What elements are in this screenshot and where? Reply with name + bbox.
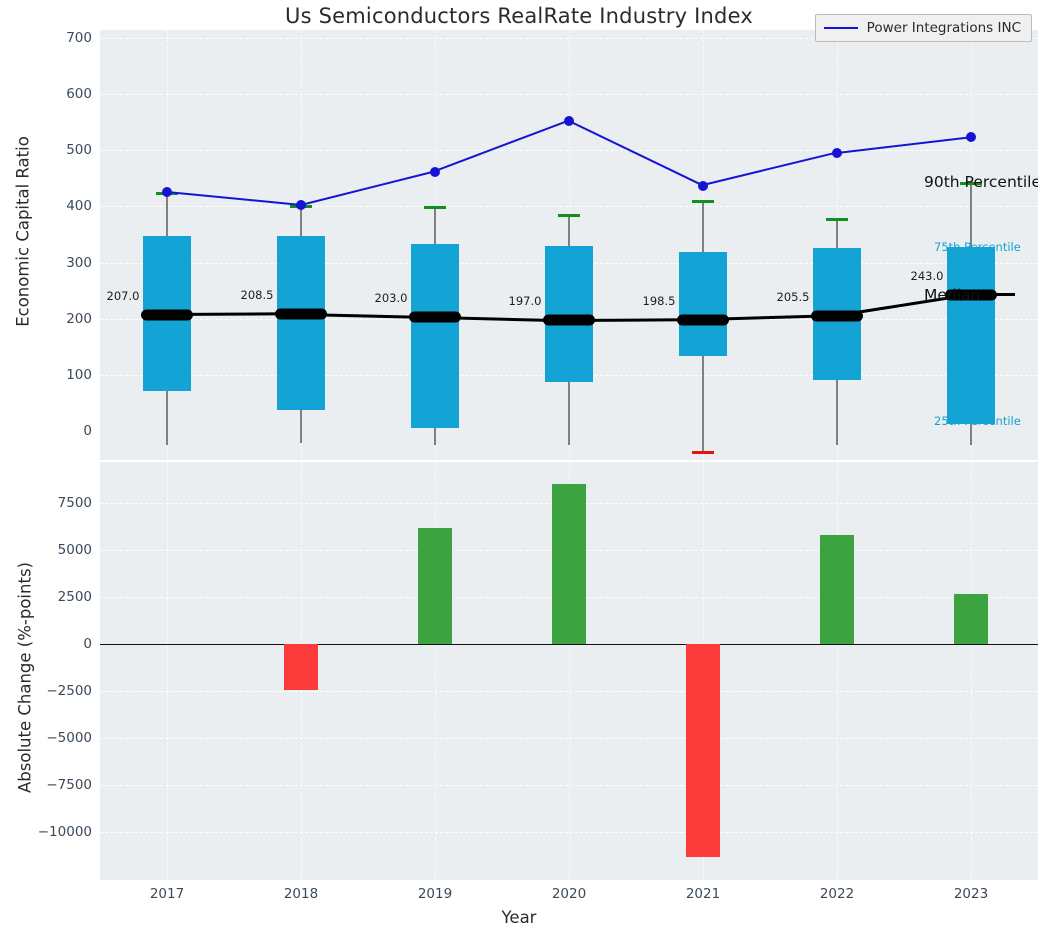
x-tick-2020: 2020 bbox=[551, 886, 587, 902]
x-tick-2021: 2021 bbox=[685, 886, 721, 902]
y-tick-top: 300 bbox=[66, 254, 92, 271]
company-point-2020 bbox=[564, 116, 574, 127]
median-marker-2019 bbox=[409, 311, 461, 323]
y-tick-bottom: 0 bbox=[83, 636, 92, 652]
y-tick-top: 400 bbox=[66, 198, 92, 215]
y-tick-bottom: −10000 bbox=[37, 824, 92, 840]
median-value-label: 207.0 bbox=[106, 288, 140, 303]
percentile-90-cap bbox=[692, 199, 714, 203]
iqr-box-2020 bbox=[545, 245, 593, 382]
change-bar-2023 bbox=[954, 593, 988, 644]
median-value-label: 205.5 bbox=[776, 289, 810, 304]
legend: Power Integrations INC bbox=[814, 14, 1032, 42]
change-bar-2021 bbox=[686, 644, 720, 858]
median-value-label: 208.5 bbox=[240, 287, 274, 302]
change-bar-2019 bbox=[418, 527, 452, 644]
iqr-box-2023 bbox=[947, 246, 995, 425]
y-axis-ticks-bottom: −10000 −7500 −5000 −2500 0 2500 5000 7500 bbox=[0, 462, 92, 880]
iqr-box-2021 bbox=[679, 251, 727, 356]
y-tick-top: 700 bbox=[66, 30, 92, 46]
y-tick-bottom: −2500 bbox=[46, 683, 92, 699]
annotation-median: Median bbox=[924, 285, 981, 304]
annotation-25th-percentile: 25th Percentile bbox=[934, 413, 1021, 428]
median-marker-2018 bbox=[275, 308, 327, 320]
y-tick-top: 0 bbox=[83, 423, 92, 439]
percentile-10-cap bbox=[692, 450, 714, 454]
annotation-90th-percentile: 90th Percentile bbox=[924, 173, 1038, 192]
y-tick-bottom: 7500 bbox=[57, 495, 92, 511]
y-tick-bottom: 2500 bbox=[57, 589, 92, 605]
annotation-75th-percentile: 75th Percentile bbox=[934, 239, 1021, 254]
company-point-2023 bbox=[966, 132, 976, 143]
y-axis-label-top: Economic Capital Ratio bbox=[13, 136, 33, 327]
percentile-90-cap bbox=[960, 182, 982, 186]
median-marker-2023 bbox=[945, 289, 997, 301]
x-tick-2023: 2023 bbox=[953, 886, 989, 902]
percentile-90-cap bbox=[558, 213, 580, 217]
y-tick-bottom: −5000 bbox=[46, 730, 92, 746]
x-tick-2018: 2018 bbox=[283, 886, 319, 902]
iqr-box-2019 bbox=[411, 244, 459, 429]
x-tick-2019: 2019 bbox=[417, 886, 453, 902]
y-tick-top: 200 bbox=[66, 310, 92, 327]
median-value-label: 203.0 bbox=[374, 291, 408, 306]
median-value-label: 243.0 bbox=[910, 268, 944, 283]
x-tick-2017: 2017 bbox=[149, 886, 185, 902]
legend-line-swatch bbox=[823, 26, 858, 30]
change-bar-2020 bbox=[552, 483, 586, 644]
y-tick-top: 500 bbox=[66, 142, 92, 159]
change-bar-2022 bbox=[820, 534, 854, 644]
median-marker-2017 bbox=[141, 309, 193, 321]
median-value-label: 198.5 bbox=[642, 293, 676, 308]
company-point-2022 bbox=[832, 148, 842, 159]
percentile-90-cap bbox=[424, 206, 446, 210]
x-tick-2022: 2022 bbox=[819, 886, 855, 902]
median-marker-2020 bbox=[543, 314, 595, 326]
company-point-2017 bbox=[162, 187, 172, 198]
company-point-2018 bbox=[296, 200, 306, 211]
median-value-label: 197.0 bbox=[508, 294, 542, 309]
y-axis-label-bottom: Absolute Change (%-points) bbox=[15, 562, 35, 793]
y-tick-top: 600 bbox=[66, 86, 92, 103]
zero-line bbox=[100, 644, 1038, 645]
company-point-2021 bbox=[698, 180, 708, 191]
y-tick-bottom: −7500 bbox=[46, 777, 92, 793]
company-point-2019 bbox=[430, 166, 440, 177]
iqr-box-2018 bbox=[277, 235, 325, 410]
median-marker-2022 bbox=[811, 310, 863, 322]
y-axis-ticks-top: 0 100 200 300 400 500 600 700 bbox=[0, 30, 92, 460]
y-tick-top: 100 bbox=[66, 366, 92, 383]
page-title: Us Semiconductors RealRate Industry Inde… bbox=[285, 4, 753, 28]
legend-label: Power Integrations INC bbox=[866, 20, 1021, 36]
y-tick-bottom: 5000 bbox=[57, 542, 92, 558]
x-axis-label: Year bbox=[501, 908, 537, 927]
percentile-90-cap bbox=[826, 217, 848, 221]
change-bar-2018 bbox=[284, 644, 318, 691]
median-marker-2021 bbox=[677, 314, 729, 326]
